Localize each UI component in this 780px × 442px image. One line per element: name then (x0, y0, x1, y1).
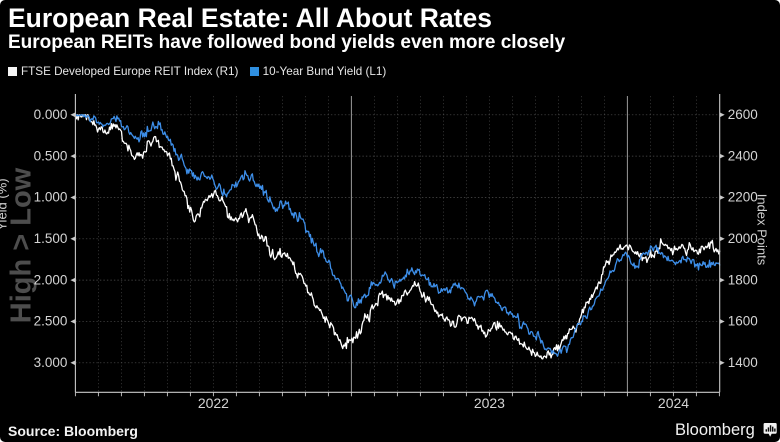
svg-text:1400: 1400 (728, 355, 758, 370)
svg-text:2022: 2022 (198, 395, 229, 411)
svg-text:1.500: 1.500 (34, 231, 68, 246)
svg-text:2400: 2400 (728, 148, 758, 163)
svg-text:2024: 2024 (658, 395, 689, 411)
svg-text:1800: 1800 (728, 272, 758, 287)
svg-text:2023: 2023 (474, 395, 505, 411)
svg-text:3.000: 3.000 (34, 355, 68, 370)
svg-text:2600: 2600 (728, 107, 758, 122)
svg-text:1600: 1600 (728, 314, 758, 329)
svg-text:2200: 2200 (728, 190, 758, 205)
svg-text:2000: 2000 (728, 231, 758, 246)
svg-text:0.500: 0.500 (34, 148, 68, 163)
svg-text:2.500: 2.500 (34, 314, 68, 329)
svg-text:1.000: 1.000 (34, 190, 68, 205)
svg-text:0.000: 0.000 (34, 107, 68, 122)
svg-text:2.000: 2.000 (34, 272, 68, 287)
